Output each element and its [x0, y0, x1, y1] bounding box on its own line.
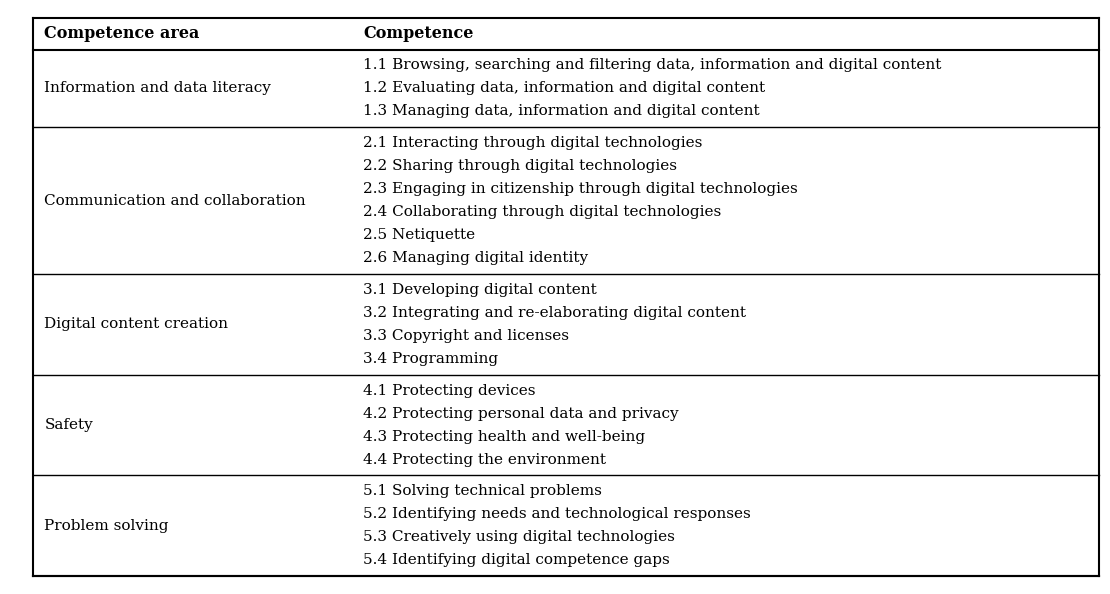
Text: 2.5 Netiquette: 2.5 Netiquette: [363, 228, 475, 242]
Text: 2.1 Interacting through digital technologies: 2.1 Interacting through digital technolo…: [363, 136, 703, 150]
Text: Competence area: Competence area: [44, 25, 200, 42]
Text: 4.1 Protecting devices: 4.1 Protecting devices: [363, 384, 535, 397]
Text: 2.3 Engaging in citizenship through digital technologies: 2.3 Engaging in citizenship through digi…: [363, 182, 798, 196]
Text: 5.4 Identifying digital competence gaps: 5.4 Identifying digital competence gaps: [363, 553, 669, 567]
Text: 3.4 Programming: 3.4 Programming: [363, 352, 498, 366]
Text: 3.1 Developing digital content: 3.1 Developing digital content: [363, 283, 597, 297]
Text: 1.2 Evaluating data, information and digital content: 1.2 Evaluating data, information and dig…: [363, 81, 765, 96]
Text: Communication and collaboration: Communication and collaboration: [44, 194, 306, 208]
Text: 4.3 Protecting health and well-being: 4.3 Protecting health and well-being: [363, 429, 645, 444]
Text: 1.3 Managing data, information and digital content: 1.3 Managing data, information and digit…: [363, 105, 759, 118]
Text: 4.2 Protecting personal data and privacy: 4.2 Protecting personal data and privacy: [363, 407, 678, 421]
Text: Information and data literacy: Information and data literacy: [44, 81, 271, 96]
Text: 2.4 Collaborating through digital technologies: 2.4 Collaborating through digital techno…: [363, 205, 722, 219]
Text: Competence: Competence: [363, 25, 473, 42]
Text: Problem solving: Problem solving: [44, 519, 169, 533]
Text: 3.3 Copyright and licenses: 3.3 Copyright and licenses: [363, 329, 569, 343]
Text: 5.3 Creatively using digital technologies: 5.3 Creatively using digital technologie…: [363, 530, 675, 544]
Text: 3.2 Integrating and re-elaborating digital content: 3.2 Integrating and re-elaborating digit…: [363, 306, 746, 320]
Text: 2.2 Sharing through digital technologies: 2.2 Sharing through digital technologies: [363, 159, 677, 173]
Text: 2.6 Managing digital identity: 2.6 Managing digital identity: [363, 251, 588, 265]
Text: 5.2 Identifying needs and technological responses: 5.2 Identifying needs and technological …: [363, 507, 750, 522]
Text: 5.1 Solving technical problems: 5.1 Solving technical problems: [363, 484, 602, 498]
Text: Digital content creation: Digital content creation: [44, 317, 229, 331]
Text: Safety: Safety: [44, 418, 93, 432]
Text: 4.4 Protecting the environment: 4.4 Protecting the environment: [363, 453, 606, 466]
Text: 1.1 Browsing, searching and filtering data, information and digital content: 1.1 Browsing, searching and filtering da…: [363, 58, 941, 72]
